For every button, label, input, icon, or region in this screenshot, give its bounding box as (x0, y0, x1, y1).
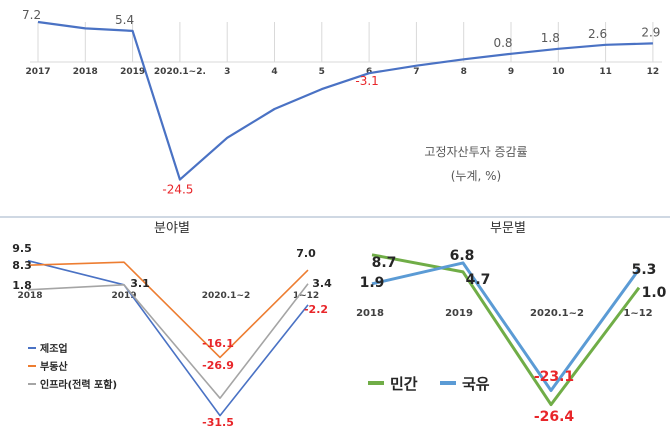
sector-chart-data-label: -2.2 (304, 303, 328, 316)
top-chart-tick-label: 3 (224, 67, 230, 77)
top-chart-data-label: 1.8 (541, 31, 560, 45)
ownership-chart-title: 부문별 (490, 221, 526, 236)
ownership-chart-tick-label: 2019 (445, 308, 473, 319)
top-chart-data-label: -3.1 (355, 74, 378, 88)
sector-chart-data-label: 1.8 (12, 279, 32, 292)
ownership-chart-data-labels: 8.7 1.9 6.8 4.7 -23.1 -26.4 5.3 1.0 (360, 248, 667, 425)
ownership-chart-data-label: -23.1 (534, 369, 574, 385)
top-chart-data-label: 5.4 (115, 13, 134, 27)
ownership-chart-tick-label: 2018 (356, 308, 384, 319)
sector-chart-data-label: -16.1 (202, 337, 234, 350)
legend-label: 부동산 (40, 360, 68, 373)
top-chart-data-label: 2.9 (641, 25, 660, 39)
top-chart-line (37, 20, 653, 181)
top-chart-data-label: 7.2 (22, 8, 41, 22)
ownership-chart-data-label: 1.0 (642, 285, 667, 301)
ownership-chart-tick-labels: 2018 2019 2020.1~2 1~12 (356, 308, 653, 319)
top-chart-title: 고정자산투자 증감률 (424, 145, 527, 159)
legend-label: 제조업 (40, 342, 68, 355)
sector-chart-data-label: -31.5 (202, 416, 234, 429)
sector-chart-tick-label: 2020.1~2 (202, 291, 251, 301)
sector-series-line (27, 283, 309, 400)
sector-chart-title: 분야별 (154, 221, 190, 236)
sector-chart-tick-label: 1~12 (293, 291, 319, 301)
top-chart-grid (30, 22, 662, 63)
sector-chart-data-label: -26.9 (202, 359, 234, 372)
ownership-chart-data-label: 1.9 (360, 275, 385, 291)
legend-label: 국유 (462, 375, 490, 393)
ownership-series-line (371, 253, 641, 407)
top-chart-tick-label: 11 (599, 67, 612, 77)
ownership-chart-data-label: 6.8 (450, 248, 475, 264)
top-chart-tick-label: 4 (271, 67, 277, 77)
top-chart-tick-label: 6 (366, 67, 372, 77)
ownership-chart-tick-label: 2020.1~2 (530, 308, 584, 319)
legend-label: 민간 (390, 375, 418, 393)
section-divider (0, 216, 670, 218)
top-chart-data-label: 0.8 (493, 36, 512, 50)
sector-chart-tick-label: 2018 (17, 291, 42, 301)
sector-chart-data-label: 3.4 (312, 277, 332, 290)
top-chart-tick-label: 12 (647, 67, 660, 77)
sector-chart-data-label: 9.5 (12, 242, 32, 255)
sector-chart-tick-label: 2019 (111, 291, 136, 301)
top-chart-tick-label: 2019 (120, 67, 145, 77)
top-chart-tick-label: 2017 (25, 67, 50, 77)
top-chart-subtitle: (누계, %) (451, 169, 501, 183)
top-chart-data-label: 2.6 (588, 27, 607, 41)
top-chart-tick-label: 5 (319, 67, 325, 77)
ownership-chart-data-label: 8.7 (372, 255, 397, 271)
top-chart-tick-label: 2020.1~2. (154, 67, 206, 77)
top-chart-tick-label: 7 (413, 67, 419, 77)
ownership-chart-legend: 민간 국유 (368, 375, 490, 393)
sector-chart-data-labels: 9.5 8.3 1.8 3.1 -16.1 -26.9 -31.5 7.0 3.4 -2.2 (12, 242, 332, 429)
ownership-series-line (371, 261, 641, 392)
top-chart-tick-label: 2018 (73, 67, 98, 77)
top-chart-tick-labels: 2017 2018 2019 2020.1~2. 3 4 5 6 7 8 9 10 11 12 (25, 67, 659, 77)
ownership-chart-data-label: 4.7 (466, 272, 491, 288)
top-chart-tick-label: 8 (461, 67, 467, 77)
sector-chart-data-label: 8.3 (12, 259, 32, 272)
ownership-chart-data-label: 5.3 (632, 262, 657, 278)
sector-series-line (27, 259, 309, 417)
sector-chart-data-label: 7.0 (296, 247, 316, 260)
sector-series-line (27, 261, 309, 359)
ownership-chart-tick-label: 1~12 (623, 308, 652, 319)
top-chart-tick-label: 9 (508, 67, 514, 77)
top-chart-data-label: -24.5 (162, 183, 193, 197)
top-chart-series (37, 20, 653, 181)
ownership-chart-data-label: -26.4 (534, 409, 575, 425)
top-chart-data-labels: 7.2 5.4 -24.5 -3.1 0.8 1.8 2.6 2.9 (22, 8, 660, 197)
sector-chart-tick-labels: 2018 2019 2020.1~2 1~12 (17, 291, 319, 301)
sector-chart-data-label: 3.1 (130, 277, 150, 290)
top-chart-tick-label: 10 (552, 67, 565, 77)
sector-chart-series (27, 259, 309, 417)
legend-label: 인프라(전력 포함) (40, 378, 117, 391)
ownership-chart-series (371, 253, 641, 407)
